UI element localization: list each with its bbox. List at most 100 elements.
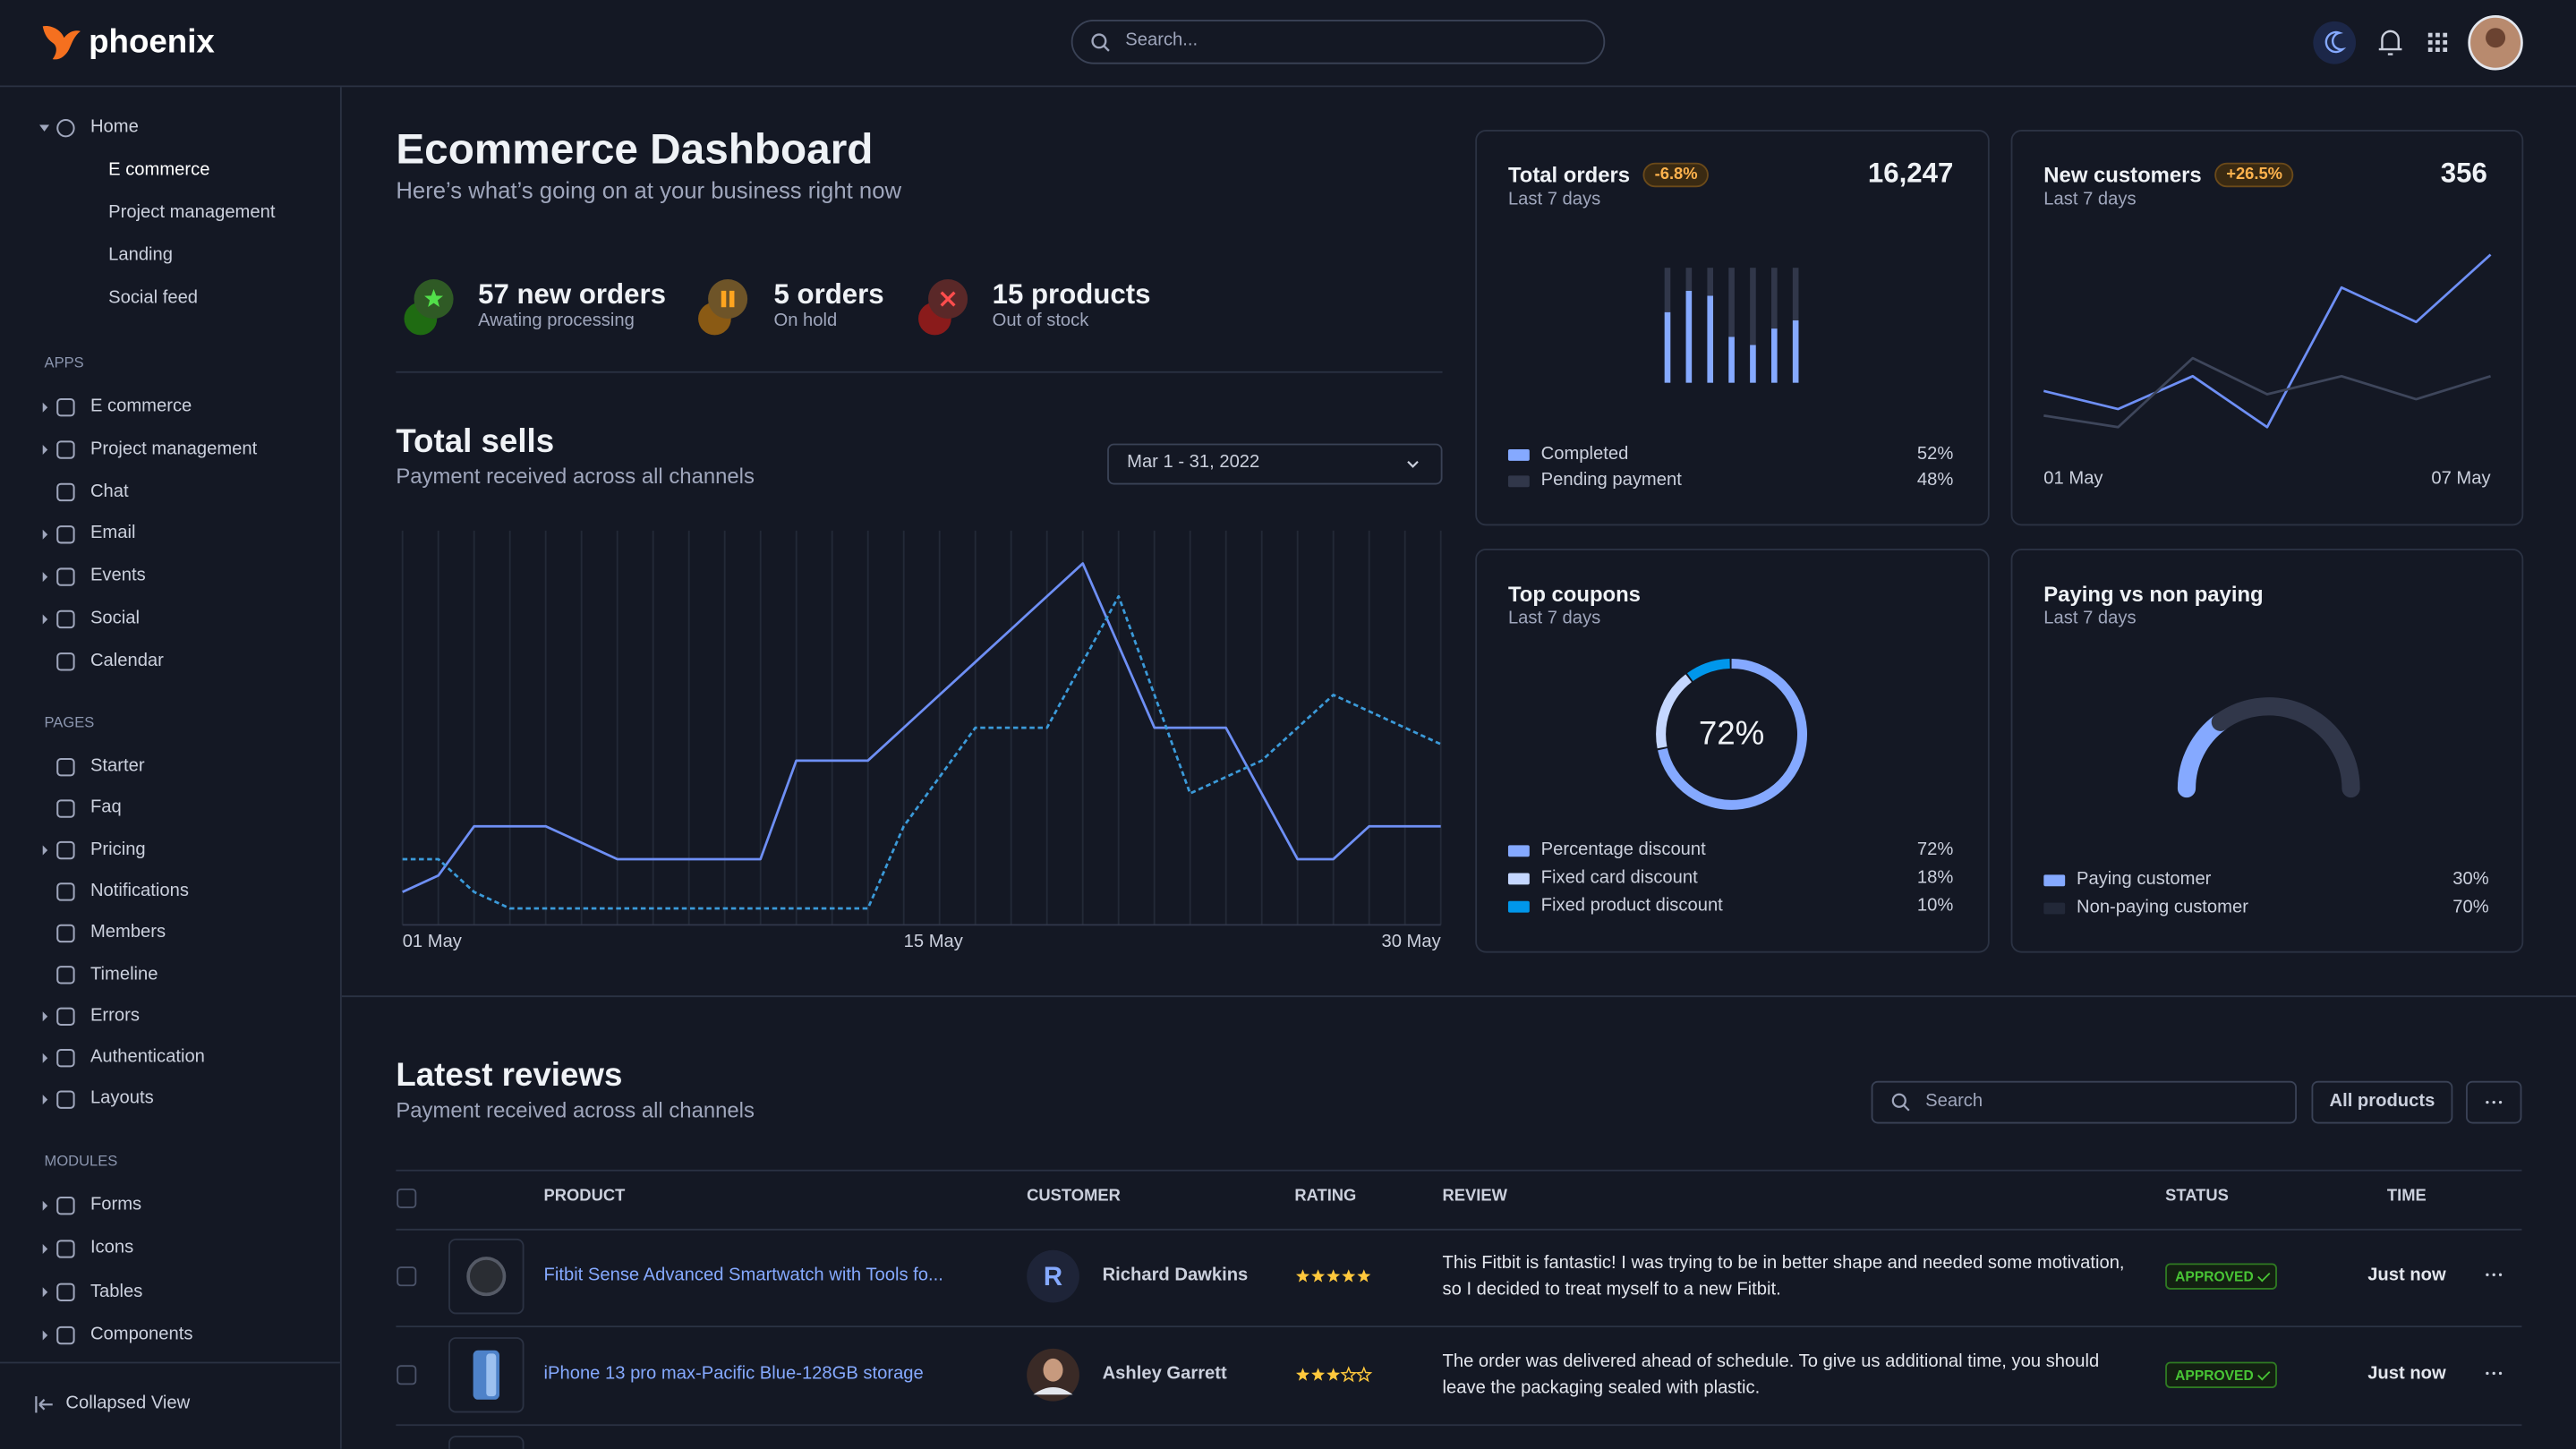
column-header[interactable]: TIME (2387, 1188, 2427, 1207)
legend-swatch (1508, 901, 1530, 913)
collapse-toggle[interactable]: Collapsed View (65, 1394, 190, 1415)
stat-label: Out of stock (993, 311, 1089, 333)
bar (1707, 295, 1713, 382)
nav-item[interactable]: Tables (90, 1282, 142, 1303)
nav-item[interactable]: Authentication (90, 1047, 205, 1069)
nav-icon (57, 611, 73, 627)
legend-label: Fixed card discount (1541, 868, 1698, 890)
nav-item[interactable]: Social (90, 609, 140, 630)
bell-icon[interactable] (2379, 31, 2402, 55)
nav-item[interactable]: Events (90, 566, 146, 587)
nav-item[interactable]: Forms (90, 1195, 141, 1216)
star (1296, 1269, 1309, 1282)
line-series (403, 596, 1441, 908)
star (1311, 1368, 1325, 1380)
caret-right (43, 1331, 48, 1341)
column-header[interactable]: CUSTOMER (1027, 1188, 1121, 1207)
column-header[interactable]: STATUS (2165, 1188, 2229, 1207)
caret-right (43, 530, 48, 540)
product-link[interactable]: iPhone 13 pro max-Pacific Blue-128GB sto… (544, 1364, 924, 1385)
nav-item[interactable]: Faq (90, 797, 122, 819)
filter-button-label[interactable]: All products (2330, 1091, 2435, 1112)
apps-icon[interactable] (2435, 40, 2440, 45)
bar (1771, 328, 1778, 383)
checkbox[interactable] (397, 1366, 415, 1384)
apps-icon[interactable] (2435, 33, 2440, 38)
nav-item[interactable]: Icons (90, 1238, 133, 1259)
nav-icon (57, 120, 73, 136)
row-menu-dot[interactable] (2486, 1274, 2488, 1276)
checkbox[interactable] (397, 1189, 415, 1207)
apps-icon[interactable] (2435, 47, 2440, 52)
row-menu-dot[interactable] (2493, 1274, 2495, 1276)
check-icon (2257, 1268, 2270, 1281)
bar (1665, 268, 1671, 312)
nav-item[interactable]: Calendar (90, 651, 164, 672)
nav-item[interactable]: Timeline (90, 964, 158, 985)
checkbox[interactable] (397, 1267, 415, 1285)
product-image (486, 1353, 496, 1396)
row-menu-dot[interactable] (2499, 1372, 2502, 1375)
card-header: Total orders-6.8% (1508, 158, 1709, 191)
chart-title: Total sells (396, 422, 554, 462)
apps-icon[interactable] (2443, 40, 2447, 45)
card-header: New customers+26.5% (2043, 158, 2294, 191)
apps-icon[interactable] (2443, 47, 2447, 52)
donut-center-label: 72% (1699, 714, 1764, 754)
nav-item[interactable]: Notifications (90, 881, 189, 902)
star (1326, 1368, 1340, 1380)
change-badge: +26.5% (2214, 162, 2293, 187)
nav-icon (57, 883, 73, 899)
legend-value: 52% (1917, 444, 1953, 465)
column-header[interactable]: REVIEW (1443, 1188, 1507, 1207)
nav-item[interactable]: Members (90, 923, 166, 944)
star (1342, 1269, 1355, 1282)
nav-item[interactable]: Pricing (90, 840, 146, 861)
row-menu-dot[interactable] (2493, 1372, 2495, 1375)
more-button[interactable] (2466, 1081, 2521, 1124)
row-menu-dot[interactable] (2486, 1372, 2488, 1375)
user-avatar-face (2486, 28, 2505, 47)
apps-icon[interactable] (2428, 40, 2433, 45)
column-header[interactable]: PRODUCT (544, 1188, 626, 1207)
date-range[interactable]: Mar 1 - 31, 2022 (1127, 452, 1259, 473)
nav-item[interactable]: Layouts (90, 1089, 154, 1111)
nav-subitem[interactable]: Landing (108, 245, 173, 267)
nav-item[interactable]: Project management (90, 439, 257, 460)
nav-subitem[interactable]: Social feed (108, 288, 198, 310)
brand[interactable]: phoenix (89, 23, 215, 63)
product-link[interactable]: Fitbit Sense Advanced Smartwatch with To… (544, 1266, 943, 1287)
nav-item[interactable]: Email (90, 524, 136, 545)
star (1311, 1269, 1325, 1282)
nav-icon (57, 842, 73, 858)
column-header[interactable]: RATING (1294, 1188, 1356, 1207)
nav-item[interactable]: E commerce (90, 396, 192, 418)
apps-icon[interactable] (2428, 33, 2433, 38)
nav-item[interactable]: Errors (90, 1006, 140, 1027)
nav-item[interactable]: Components (90, 1325, 192, 1346)
apps-icon[interactable] (2443, 33, 2447, 38)
caret-right (43, 1244, 48, 1254)
row-menu-dot[interactable] (2499, 1274, 2502, 1276)
nav-subitem[interactable]: Project management (108, 203, 275, 225)
nav-item[interactable]: Home (90, 117, 139, 139)
legend-swatch (2043, 903, 2065, 915)
nav-item[interactable]: Chat (90, 482, 129, 503)
legend-label: Paying customer (2077, 870, 2211, 891)
theme-toggle[interactable] (2313, 21, 2356, 64)
nav-icon (57, 1198, 73, 1214)
star (1326, 1269, 1340, 1282)
section-title: Latest reviews (396, 1056, 622, 1095)
legend-swatch (1508, 845, 1530, 857)
legend-label: Completed (1541, 444, 1629, 465)
card-subtitle: Last 7 days (2043, 190, 2136, 211)
caret-right (43, 403, 48, 413)
apps-icon[interactable] (2428, 47, 2433, 52)
card-total: 16,247 (1868, 158, 1953, 191)
card-title: Paying vs non paying (2043, 581, 2263, 606)
nav-subitem[interactable]: E commerce (108, 160, 209, 182)
nav-icon (57, 759, 73, 775)
nav-item[interactable]: Starter (90, 756, 145, 778)
